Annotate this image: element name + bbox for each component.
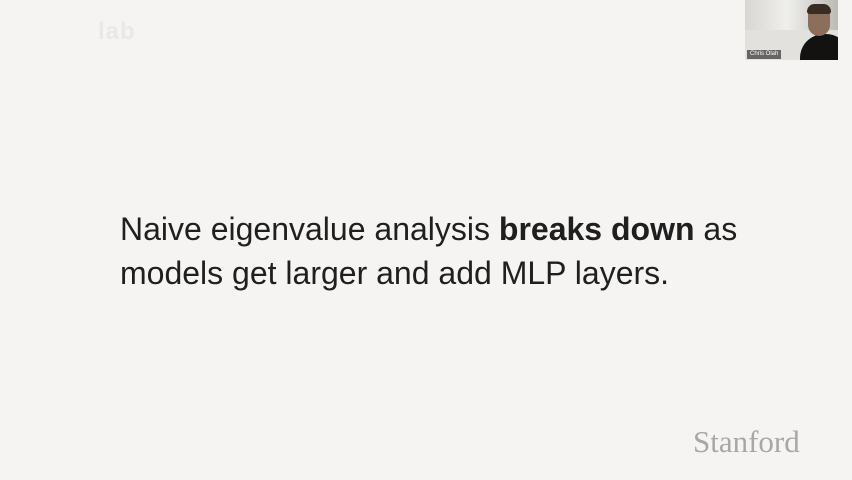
speaker-name-tag: Chris Olah — [747, 50, 781, 59]
body-text-start: Naive eigenvalue analysis — [120, 211, 499, 247]
webcam-edge — [838, 0, 852, 60]
slide-body-text: Naive eigenvalue analysis breaks down as… — [120, 207, 760, 295]
stanford-wordmark: Stanford — [693, 424, 800, 460]
speaker-hair — [807, 4, 831, 14]
speaker-webcam-tile[interactable]: Chris Olah — [745, 0, 838, 60]
slide-logo: lab — [98, 18, 136, 46]
body-text-emphasis: breaks down — [499, 211, 695, 247]
